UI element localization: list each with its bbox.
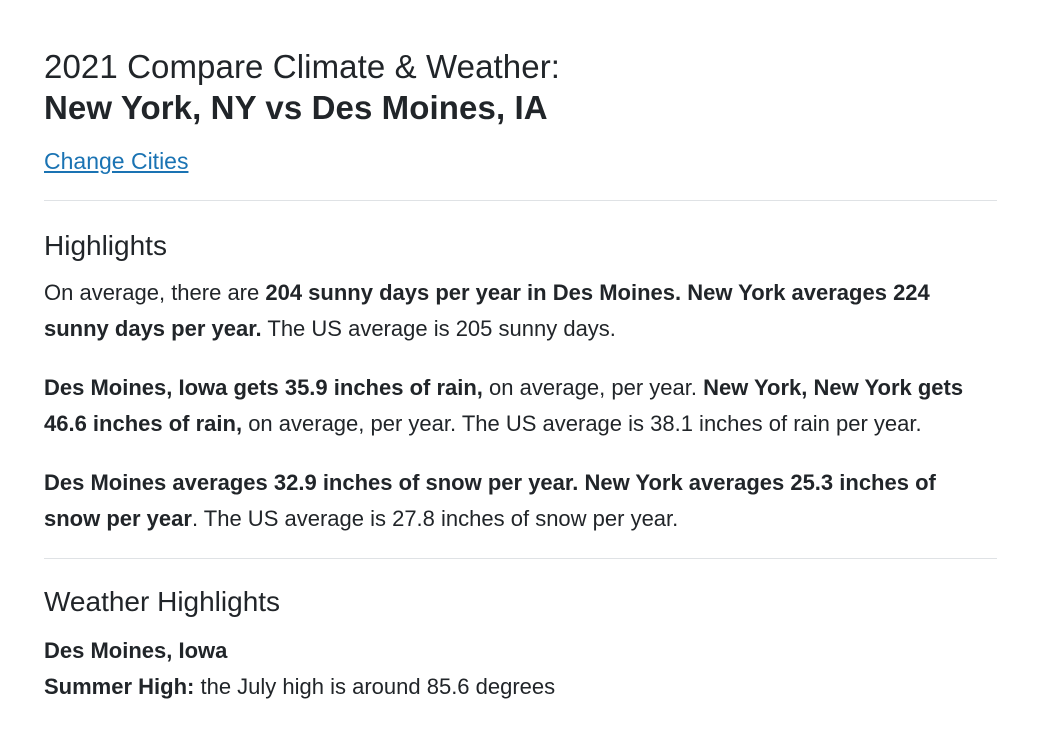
change-cities-link[interactable]: Change Cities [44,148,189,174]
summer-high-text: the July high is around 85.6 degrees [194,674,556,699]
page-title-line2: New York, NY vs Des Moines, IA [44,89,548,126]
snow-us-average: . The US average is 27.8 inches of snow … [191,506,679,531]
sunny-days-us-average: The US average is 205 sunny days. [261,316,616,341]
highlights-heading: Highlights [44,230,167,261]
summer-high-line: Summer High: the July high is around 85.… [44,669,997,705]
rain-des-moines: Des Moines, Iowa gets 35.9 inches of rai… [44,375,483,400]
sunny-days-paragraph: On average, there are 204 sunny days per… [44,275,997,347]
snow-paragraph: Des Moines averages 32.9 inches of snow … [44,465,997,537]
snow-highlight: Des Moines averages 32.9 inches of snow … [44,470,936,531]
sunny-days-intro: On average, there are [44,280,266,305]
page-title-line1: 2021 Compare Climate & Weather: [44,48,561,85]
rain-paragraph: Des Moines, Iowa gets 35.9 inches of rai… [44,370,997,442]
sunny-days-highlight: 204 sunny days per year in Des Moines. N… [44,280,930,341]
divider [44,200,997,201]
weather-city-name: Des Moines, Iowa [44,638,228,663]
rain-us-average: on average, per year. The US average is … [242,411,922,436]
rain-mid-text: on average, per year. [482,375,704,400]
weather-highlights-heading: Weather Highlights [44,586,281,617]
main-content: 2021 Compare Climate & Weather: New York… [44,46,997,705]
divider [44,558,997,559]
page-title: 2021 Compare Climate & Weather: New York… [44,46,997,128]
summer-high-label: Summer High: [44,674,195,699]
rain-new-york: New York, New York gets 46.6 inches of r… [44,375,964,436]
